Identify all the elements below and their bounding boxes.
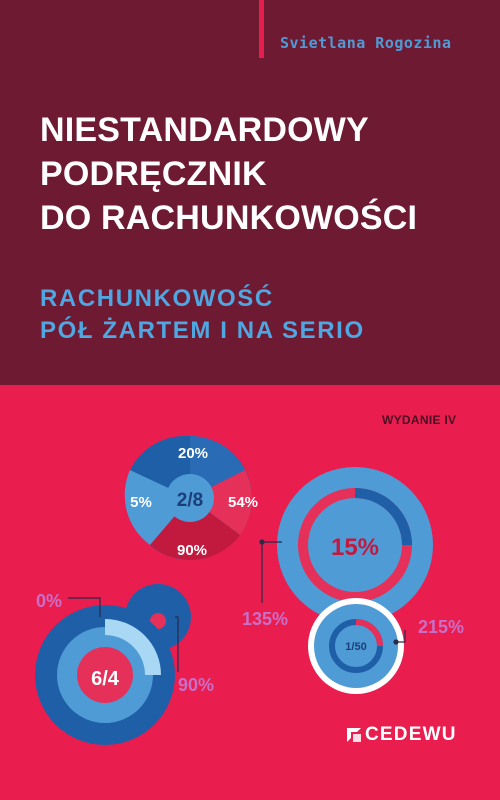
- callout-215: 215%: [418, 617, 464, 637]
- book-subtitle: RACHUNKOWOŚĆ PÓŁ ŻARTEM I NA SERIO: [40, 283, 365, 347]
- callout-135: 135%: [242, 609, 288, 629]
- title-line-1: NIESTANDARDOWY: [40, 111, 369, 149]
- top-ring: 2/8 20% 54% 90% 5%: [124, 435, 258, 560]
- small-ring-center: 1/50: [345, 641, 366, 653]
- publisher-mark-icon: [347, 728, 361, 742]
- left-ring: 6/4: [35, 584, 191, 745]
- big-ring-center: 15%: [331, 534, 379, 561]
- author-name: Svietlana Rogozina: [280, 34, 452, 52]
- left-ring-center: 6/4: [91, 668, 120, 690]
- callout-0: 0%: [36, 591, 62, 611]
- subtitle-line-2: PÓŁ ŻARTEM I NA SERIO: [40, 317, 365, 344]
- cover-top-panel: [0, 0, 500, 385]
- edition-label: WYDANIE IV: [382, 413, 457, 427]
- right-big-ring: 15%: [277, 467, 433, 623]
- publisher-logo: CEDEWU: [345, 724, 457, 746]
- infographic-illustration: 2/8 20% 54% 90% 5% 15% 1/50: [35, 435, 464, 745]
- callout-lines: [68, 539, 406, 672]
- top-ring-label-90: 90%: [177, 542, 207, 559]
- subtitle-line-1: RACHUNKOWOŚĆ: [40, 285, 274, 312]
- callout-90: 90%: [178, 675, 214, 695]
- accent-line: [259, 0, 264, 58]
- top-ring-label-20: 20%: [178, 445, 208, 462]
- top-ring-label-5: 5%: [130, 494, 152, 511]
- title-line-2: PODRĘCZNIK: [40, 155, 267, 193]
- title-line-3: DO RACHUNKOWOŚCI: [40, 199, 418, 237]
- top-ring-label-54: 54%: [228, 494, 258, 511]
- publisher-name: CEDEWU: [365, 724, 457, 745]
- book-title: NIESTANDARDOWY PODRĘCZNIK DO RACHUNKOWOŚ…: [40, 108, 417, 240]
- right-small-ring: 1/50: [308, 598, 404, 694]
- top-ring-center: 2/8: [177, 490, 203, 511]
